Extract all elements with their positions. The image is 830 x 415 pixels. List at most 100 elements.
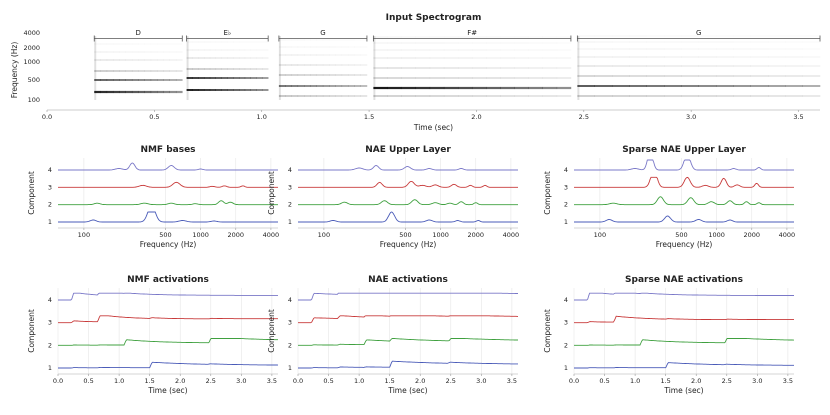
chart-title: Input Spectrogram [386, 13, 482, 23]
x-tick-label: 0.5 [149, 113, 159, 121]
chart-title: NAE activations [368, 275, 448, 285]
y-tick-label: 3 [288, 319, 292, 327]
x-axis-label: Frequency (Hz) [656, 240, 713, 249]
x-tick-label: 0.5 [83, 377, 93, 385]
nae-upper-layerchart: 100 500 1000 2000 4000 1 2 3 4 NAE Upper Layer Fre… [267, 145, 519, 249]
spectrogram-chart: D E♭ G F# G Input Spectrogram 4000 2000 1000 500 1… [10, 13, 821, 132]
x-axis-label: Time (sec) [663, 386, 703, 395]
spectrogram-note-region: G [576, 29, 821, 100]
spectrogram-note-region: D [93, 29, 183, 100]
x-tick-label: 1000 [708, 231, 725, 239]
chart-title: Sparse NAE activations [625, 275, 743, 285]
x-tick-label: 100 [78, 231, 90, 239]
x-tick-label: 1000 [432, 231, 449, 239]
y-axis-label: Component [267, 171, 276, 215]
x-tick-label: 4000 [263, 231, 280, 239]
y-axis-label: Component [267, 309, 276, 353]
series-line-component-1 [58, 361, 279, 369]
spectrogram-note-region: E♭ [186, 29, 269, 100]
y-tick-label: 100 [28, 96, 40, 104]
x-axis-label: Frequency (Hz) [380, 240, 437, 249]
x-tick-label: 2000 [228, 231, 245, 239]
x-tick-label: 3.5 [507, 377, 517, 385]
x-tick-label: 500 [159, 231, 171, 239]
x-tick-label: 1.0 [114, 377, 124, 385]
x-tick-label: 0.0 [569, 377, 579, 385]
series-line-component-3 [58, 181, 278, 188]
chart-title: NMF activations [127, 275, 209, 285]
series-line-component-3 [298, 315, 518, 324]
y-axis-label: Component [27, 171, 36, 215]
y-tick-label: 2000 [23, 44, 40, 52]
x-tick-label: 2.0 [691, 377, 701, 385]
series-line-component-3 [58, 315, 278, 324]
series-line-component-3 [574, 176, 794, 188]
series-line-component-1 [574, 362, 794, 369]
y-axis-label: Component [543, 171, 552, 215]
series-line-component-1 [298, 211, 518, 223]
y-tick-label: 2 [48, 201, 52, 209]
y-tick-label: 2 [564, 201, 568, 209]
x-tick-label: 2.5 [579, 113, 589, 121]
y-tick-label: 4 [564, 296, 568, 304]
spectrogram-note-region: G [278, 29, 368, 100]
note-label: G [320, 29, 325, 37]
spectrogram-note-region: F# [372, 29, 572, 100]
y-tick-label: 3 [564, 319, 568, 327]
y-tick-label: 2 [288, 341, 292, 349]
series-line-component-2 [574, 338, 794, 346]
series-line-component-2 [574, 196, 794, 206]
series-line-component-4 [574, 292, 794, 301]
y-tick-label: 4 [288, 166, 292, 174]
x-tick-label: 500 [675, 231, 687, 239]
series-line-component-4 [574, 159, 794, 171]
x-tick-label: 3.5 [793, 113, 803, 121]
x-tick-label: 1.5 [364, 113, 374, 121]
note-label: D [136, 29, 141, 37]
x-tick-label: 2.5 [446, 377, 456, 385]
y-axis-label: Component [27, 309, 36, 353]
note-label: G [696, 29, 701, 37]
note-label: E♭ [223, 29, 231, 37]
y-tick-label: 3 [564, 183, 568, 191]
x-tick-label: 0.5 [323, 377, 333, 385]
x-tick-label: 2.0 [415, 377, 425, 385]
x-tick-label: 0.5 [599, 377, 609, 385]
x-tick-label: 4000 [779, 231, 796, 239]
y-tick-label: 4 [48, 296, 52, 304]
series-line-component-3 [574, 315, 794, 324]
x-tick-label: 1.5 [384, 377, 394, 385]
y-tick-label: 1 [564, 218, 568, 226]
nae-activationschart: 0.0 0.5 1.0 1.5 2.0 2.5 3.0 3.5 1 2 3 4 NAE activati… [267, 275, 518, 395]
x-tick-label: 3.0 [686, 113, 696, 121]
y-axis-label: Frequency (Hz) [10, 42, 19, 99]
note-label: F# [467, 29, 477, 37]
x-tick-label: 3.5 [783, 377, 793, 385]
x-tick-label: 500 [399, 231, 411, 239]
y-tick-label: 4000 [23, 29, 40, 37]
x-tick-label: 1.0 [630, 377, 640, 385]
y-tick-label: 1 [48, 218, 52, 226]
y-tick-label: 3 [288, 183, 292, 191]
series-line-component-4 [298, 165, 518, 171]
series-line-component-4 [58, 292, 278, 301]
sparse-nae-upper-layerchart: 100 500 1000 2000 4000 1 2 3 4 Sparse NAE Upper L… [543, 145, 795, 249]
x-tick-label: 100 [318, 231, 330, 239]
y-tick-label: 2 [288, 201, 292, 209]
y-tick-label: 500 [28, 76, 40, 84]
chart-title: NMF bases [140, 145, 195, 155]
series-line-component-2 [58, 338, 278, 346]
y-tick-label: 4 [288, 296, 292, 304]
x-tick-label: 1000 [192, 231, 209, 239]
y-axis-label: Component [543, 309, 552, 353]
chart-title: NAE Upper Layer [365, 145, 451, 155]
x-tick-label: 3.0 [752, 377, 762, 385]
x-tick-label: 0.0 [53, 377, 63, 385]
nmf-activationschart: 0.0 0.5 1.0 1.5 2.0 2.5 3.0 3.5 1 2 3 4 NMF activati… [27, 275, 279, 395]
x-tick-label: 2.0 [471, 113, 481, 121]
series-line-component-4 [58, 162, 278, 171]
x-tick-label: 3.0 [236, 377, 246, 385]
x-axis-label: Time (sec) [387, 386, 427, 395]
y-tick-label: 2 [48, 341, 52, 349]
